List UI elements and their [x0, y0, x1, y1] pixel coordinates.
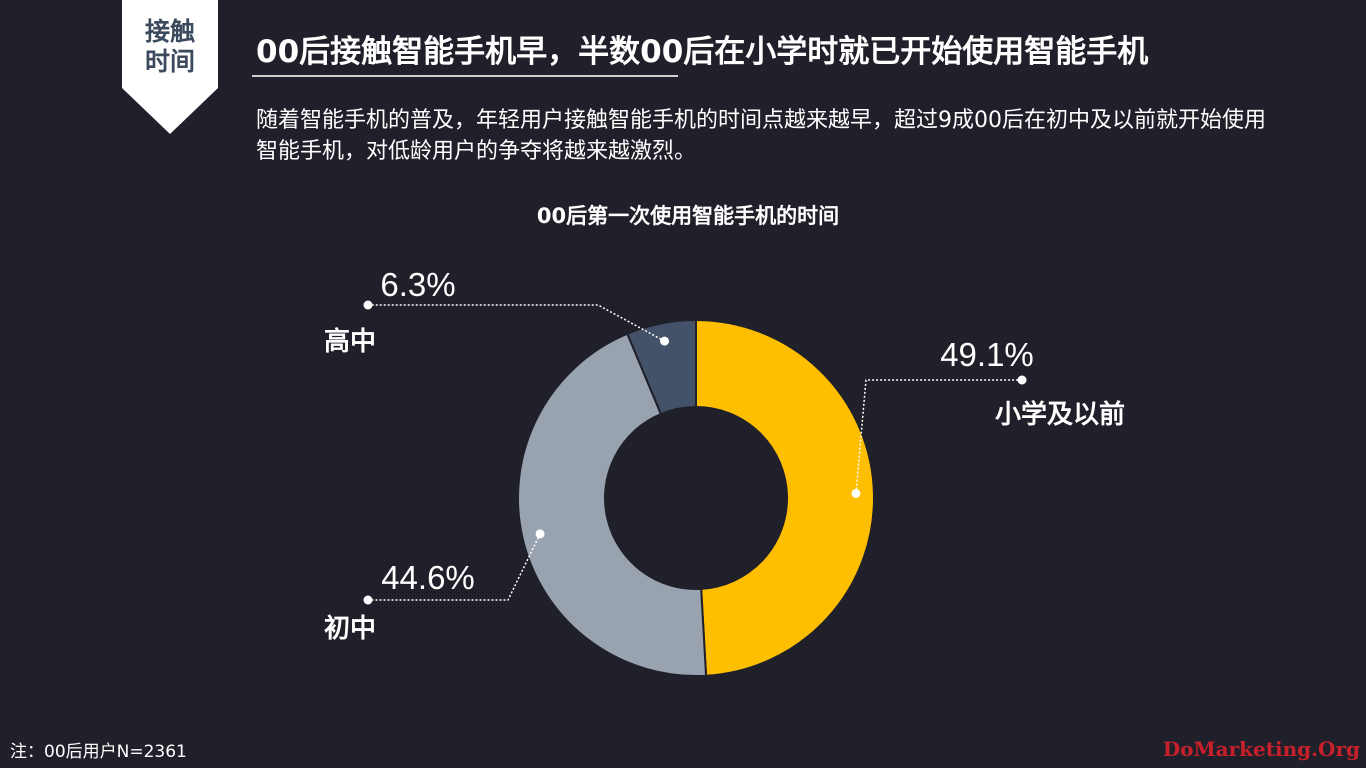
leader-line — [368, 533, 541, 601]
footnote: 注：00后用户N=2361 — [10, 742, 187, 762]
chart-title: 00后第一次使用智能手机的时间 — [536, 204, 840, 228]
watermark-logo: DoMarketing.Org — [1162, 737, 1360, 761]
leader-end-dot — [363, 595, 373, 605]
data-label-value: 49.1% — [940, 336, 1034, 373]
donut-slice — [695, 318, 875, 677]
section-tag-badge: 接触 时间 — [122, 0, 218, 134]
category-label: 小学及以前 — [995, 399, 1125, 430]
data-label-value: 44.6% — [381, 559, 475, 596]
donut-slice — [626, 318, 697, 416]
leader-end-dot — [363, 300, 373, 310]
headline-underline — [252, 75, 678, 77]
slide-body-text: 随着智能手机的普及，年轻用户接触智能手机的时间点越来越早，超过9成00后在初中及… — [256, 108, 1266, 164]
leader-anchor-dot — [535, 529, 545, 539]
tag-badge-shape — [122, 0, 218, 134]
leader-anchor-dot — [851, 488, 861, 498]
slide-headline: 00后接触智能手机早，半数00后在小学时就已开始使用智能手机 — [256, 34, 1149, 70]
data-label-value: 6.3% — [380, 266, 455, 303]
section-tag-label: 接触 时间 — [144, 17, 195, 76]
donut-slice — [517, 332, 708, 677]
leader-anchor-dot — [660, 336, 670, 346]
leader-end-dot — [1017, 375, 1027, 385]
leader-line — [368, 304, 665, 342]
category-label: 高中 — [324, 326, 376, 357]
leader-line — [855, 379, 1022, 494]
category-label: 初中 — [324, 614, 376, 644]
